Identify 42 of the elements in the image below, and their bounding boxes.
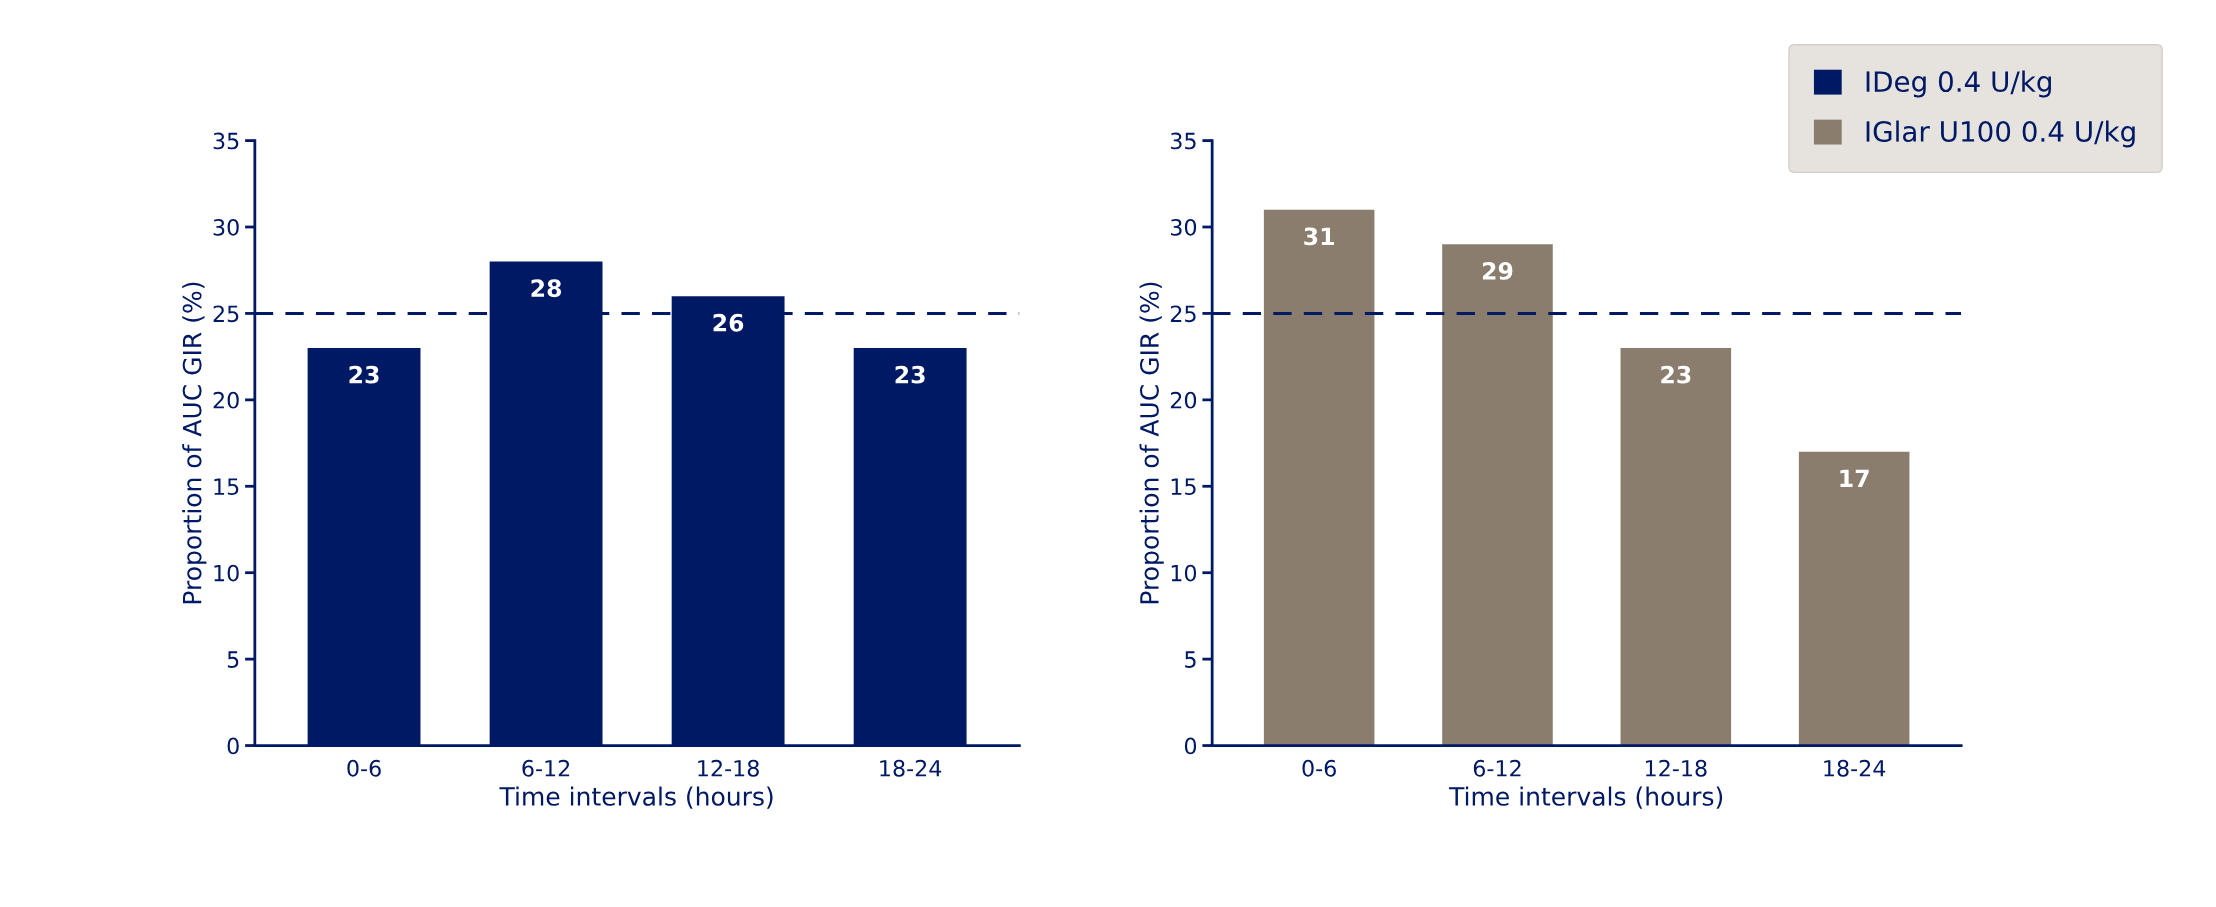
- y-tick-label: 5: [1185, 651, 1196, 668]
- bar: [1263, 209, 1375, 746]
- legend-label: IGlar U100 0.4 U/kg: [1866, 120, 2135, 148]
- data-label: 23: [1661, 365, 1691, 384]
- y-tick-label: 5: [227, 651, 239, 668]
- data-label: 23: [349, 365, 379, 384]
- y-tick-label: 35: [213, 132, 239, 150]
- x-tick-label: 18-24: [880, 759, 942, 777]
- data-label: 31: [1304, 227, 1334, 246]
- bar: [1798, 451, 1910, 746]
- y-tick-label: 10: [1171, 564, 1197, 582]
- bar: [1620, 348, 1732, 746]
- x-axis-title: Time intervals (hours): [1448, 786, 1723, 809]
- data-label: 23: [895, 365, 925, 384]
- y-tick-label: 20: [1170, 391, 1197, 409]
- data-label: 26: [713, 313, 744, 332]
- x-tick-label: 0-6: [347, 759, 381, 777]
- x-tick-label: 6-12: [1473, 759, 1521, 777]
- y-axis-title: Proportion of AUC GIR (%): [182, 282, 207, 604]
- y-tick-label: 0: [1184, 737, 1197, 755]
- y-tick-label: 10: [214, 564, 239, 582]
- x-tick-label: 18-24: [1824, 759, 1886, 777]
- y-tick-label: 25: [1170, 305, 1196, 323]
- data-label: 29: [1482, 262, 1513, 280]
- x-tick-label: 12-18: [698, 759, 759, 777]
- x-tick-label: 12-18: [1645, 759, 1707, 777]
- y-tick-label: 25: [213, 305, 239, 323]
- y-tick-label: 0: [227, 737, 239, 755]
- x-tick-label: 0-6: [1302, 759, 1336, 777]
- y-tick-label: 30: [213, 218, 239, 236]
- y-tick-label: 15: [214, 478, 239, 496]
- y-tick-label: 15: [1171, 478, 1196, 496]
- y-axis-title: Proportion of AUC GIR (%): [1139, 282, 1164, 604]
- x-tick-label: 6-12: [522, 759, 570, 777]
- y-tick-label: 30: [1170, 218, 1197, 236]
- y-tick-label: 35: [1170, 132, 1196, 150]
- bar: [1442, 244, 1553, 746]
- data-label: 28: [531, 279, 562, 298]
- x-axis-title: Time intervals (hours): [499, 786, 773, 809]
- data-label: 17: [1840, 469, 1869, 487]
- legend-label: IDeg 0.4 U/kg: [1866, 70, 2051, 98]
- y-tick-label: 20: [213, 391, 239, 409]
